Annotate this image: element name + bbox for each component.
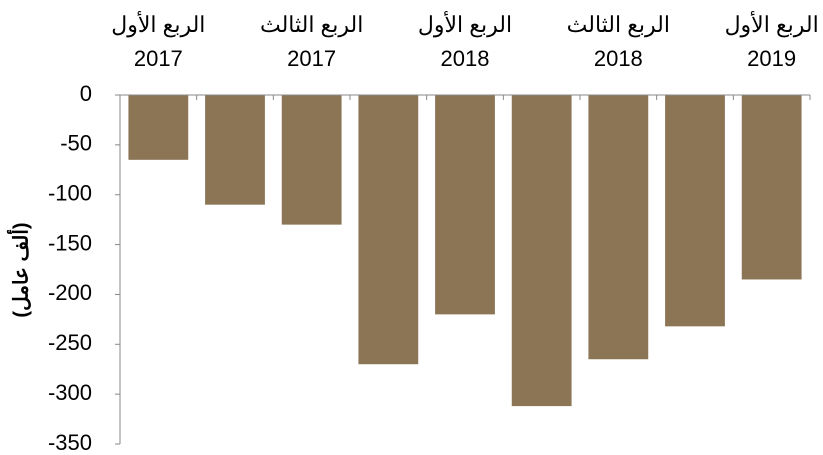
y-tick-label: -350 bbox=[48, 430, 92, 455]
y-tick-label: -150 bbox=[48, 230, 92, 255]
y-tick-label: -250 bbox=[48, 330, 92, 355]
bar bbox=[741, 95, 802, 280]
bar bbox=[588, 95, 649, 360]
bar bbox=[511, 95, 572, 407]
y-tick-label: -300 bbox=[48, 380, 92, 405]
x-tick-label: الربع الأول 2017 bbox=[111, 12, 206, 71]
bar bbox=[281, 95, 342, 225]
x-tick-label: الربع الثالث 2018 bbox=[566, 12, 671, 71]
y-tick-label: 0 bbox=[80, 81, 92, 106]
y-axis-label: (ألف عامل) bbox=[6, 222, 32, 317]
bar bbox=[128, 95, 189, 160]
bar bbox=[205, 95, 265, 205]
y-tick-label: -50 bbox=[60, 131, 92, 156]
y-tick-label: -200 bbox=[48, 280, 92, 305]
x-tick-label: الربع الأول 2018 bbox=[417, 12, 513, 71]
bar bbox=[358, 95, 419, 365]
bar bbox=[435, 95, 495, 315]
y-tick-label: -100 bbox=[48, 181, 92, 206]
x-tick-label: الربع الأول 2019 bbox=[724, 12, 819, 71]
x-tick-label: الربع الثالث 2017 bbox=[259, 12, 364, 71]
bar bbox=[665, 95, 725, 327]
